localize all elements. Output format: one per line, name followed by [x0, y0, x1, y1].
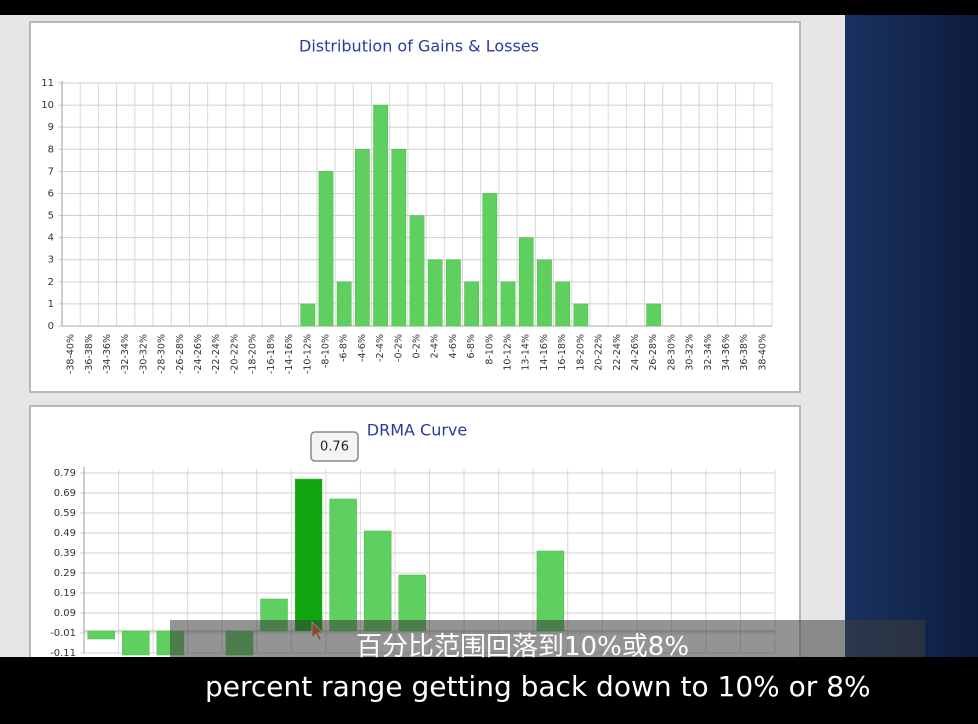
subtitle-chinese: 百分比范围回落到10%或8%: [356, 632, 690, 662]
x-tick-label: -22-24%: [211, 334, 222, 374]
x-tick-label: -14-16%: [284, 334, 295, 374]
bar: [646, 303, 662, 327]
x-tick-label: -4-6%: [357, 334, 368, 362]
bar: [122, 630, 150, 656]
x-tick-label: 8-10%: [484, 334, 495, 365]
x-tick-label: -10-12%: [302, 334, 313, 374]
x-tick-label: -32-34%: [120, 334, 131, 374]
x-tick-label: 38-40%: [757, 334, 768, 371]
bar: [336, 281, 352, 327]
y-tick-label: 1: [48, 299, 54, 310]
y-tick-label: -0.11: [50, 648, 76, 659]
x-tick-label: -6-8%: [339, 334, 350, 362]
subtitle-band: [170, 620, 925, 660]
chart-title: Distribution of Gains & Losses: [299, 37, 539, 56]
bar: [427, 259, 443, 327]
x-tick-label: -30-32%: [138, 334, 149, 374]
bar: [294, 478, 323, 632]
x-tick-label: -24-26%: [193, 334, 204, 374]
y-tick-label: 5: [48, 211, 54, 222]
letterbox-top: [0, 0, 978, 15]
x-tick-label: -34-36%: [102, 334, 113, 374]
x-tick-label: 2-4%: [430, 334, 441, 359]
bar: [373, 104, 388, 327]
x-tick-label: 28-30%: [666, 334, 677, 371]
y-tick-label: 3: [48, 255, 54, 266]
bar: [555, 281, 570, 327]
y-tick-label: 0.09: [54, 608, 76, 619]
y-tick-label: 4: [48, 233, 54, 244]
x-tick-label: -8-10%: [320, 334, 331, 368]
x-tick-label: 34-36%: [721, 334, 732, 371]
bar: [464, 281, 479, 327]
x-tick-label: 13-14%: [521, 334, 532, 371]
letterbox-bottom: [0, 657, 978, 724]
y-tick-label: 10: [41, 100, 54, 111]
x-tick-label: -28-30%: [157, 334, 168, 374]
bar: [537, 259, 552, 327]
bar: [573, 303, 589, 327]
bar: [300, 303, 316, 327]
x-tick-label: 32-34%: [703, 334, 714, 371]
y-tick-label: 0: [48, 321, 54, 332]
tooltip-box: [310, 431, 359, 462]
subtitle-english: percent range getting back down to 10% o…: [205, 670, 871, 703]
bar: [355, 149, 370, 327]
bar: [446, 259, 461, 327]
y-tick-label: 8: [48, 144, 54, 155]
y-tick-label: 0.49: [54, 528, 76, 539]
bar: [318, 171, 334, 327]
bar: [409, 215, 425, 327]
y-tick-label: -0.01: [50, 628, 76, 639]
bar: [329, 498, 357, 632]
y-tick-label: 0.19: [54, 588, 76, 599]
x-tick-label: -2-4%: [375, 334, 386, 362]
y-tick-label: 11: [41, 78, 54, 89]
y-tick-label: 7: [48, 166, 54, 177]
x-tick-label: 30-32%: [685, 334, 696, 371]
y-tick-label: 9: [48, 122, 54, 133]
bar: [518, 237, 534, 327]
y-tick-label: 2: [48, 277, 54, 288]
x-tick-label: -26-28%: [175, 334, 186, 374]
x-tick-label: 4-6%: [448, 334, 459, 359]
x-tick-label: -36-38%: [84, 334, 95, 374]
chart-panel: [29, 21, 801, 393]
y-tick-label: 6: [48, 188, 54, 199]
side-panel: [845, 15, 978, 657]
bar: [391, 149, 407, 327]
x-tick-label: 24-26%: [630, 334, 641, 371]
tooltip: 0.76: [310, 431, 359, 462]
x-tick-label: -38-40%: [66, 334, 77, 374]
x-tick-label: 18-20%: [575, 334, 586, 371]
bar: [363, 530, 392, 632]
x-tick-label: 14-16%: [539, 334, 550, 371]
y-tick-label: 0.69: [54, 488, 76, 499]
x-tick-label: 16-18%: [557, 334, 568, 371]
y-tick-label: 0.39: [54, 548, 76, 559]
y-tick-label: 0.59: [54, 508, 76, 519]
x-tick-label: -16-18%: [266, 334, 277, 374]
bar: [500, 281, 516, 327]
x-tick-label: 20-22%: [594, 334, 605, 371]
x-tick-label: 0-2%: [412, 334, 423, 359]
bar: [87, 630, 115, 640]
x-tick-label: 26-28%: [648, 334, 659, 371]
x-tick-label: 10-12%: [503, 334, 514, 371]
bar: [536, 550, 565, 632]
chart-title: DRMA Curve: [367, 421, 467, 440]
bar: [482, 193, 498, 327]
chart-1: 0 1 2 3 4 5 6 7 8 9 10 11 -38-40% -36-38% -34-36% -32-3…: [41, 78, 773, 374]
tooltip-text: 0.76: [320, 440, 349, 455]
x-tick-label: 6-8%: [466, 334, 477, 359]
x-tick-label: -18-20%: [248, 334, 259, 374]
x-tick-label: -20-22%: [229, 334, 240, 374]
y-tick-label: 0.29: [54, 568, 76, 579]
x-tick-label: -0-2%: [393, 334, 404, 362]
y-tick-label: 0.79: [54, 468, 76, 479]
x-tick-label: 22-24%: [612, 334, 623, 371]
x-tick-label: 36-38%: [739, 334, 750, 371]
